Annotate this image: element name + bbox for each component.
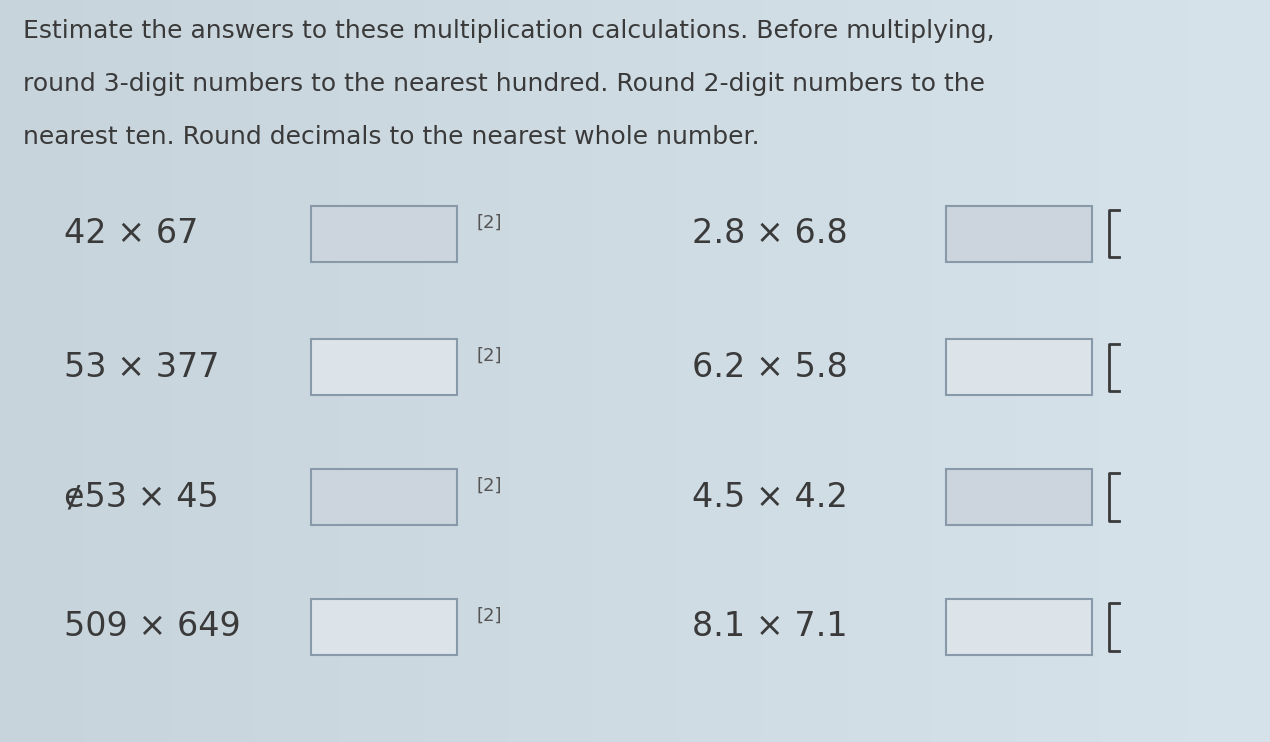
Text: 2.8 × 6.8: 2.8 × 6.8	[692, 217, 848, 250]
Text: ɇ53 × 45: ɇ53 × 45	[64, 481, 218, 513]
Text: [2]: [2]	[476, 477, 502, 495]
Bar	[946, 469, 1092, 525]
Bar	[311, 206, 457, 261]
Text: [2]: [2]	[476, 607, 502, 625]
Bar	[311, 600, 457, 655]
Text: 509 × 649: 509 × 649	[64, 611, 240, 643]
Text: 4.5 × 4.2: 4.5 × 4.2	[692, 481, 848, 513]
Text: 42 × 67: 42 × 67	[64, 217, 198, 250]
Text: [2]: [2]	[476, 347, 502, 365]
Bar	[946, 339, 1092, 395]
Bar	[946, 206, 1092, 261]
Text: 6.2 × 5.8: 6.2 × 5.8	[692, 351, 848, 384]
Text: Estimate the answers to these multiplication calculations. Before multiplying,: Estimate the answers to these multiplica…	[23, 19, 994, 42]
Text: 8.1 × 7.1: 8.1 × 7.1	[692, 611, 848, 643]
Text: 53 × 377: 53 × 377	[64, 351, 218, 384]
Text: round 3-digit numbers to the nearest hundred. Round 2-digit numbers to the: round 3-digit numbers to the nearest hun…	[23, 72, 984, 96]
Bar	[946, 600, 1092, 655]
Text: nearest ten. Round decimals to the nearest whole number.: nearest ten. Round decimals to the neare…	[23, 125, 759, 149]
Text: [2]: [2]	[476, 214, 502, 232]
Bar	[311, 339, 457, 395]
Bar	[311, 469, 457, 525]
